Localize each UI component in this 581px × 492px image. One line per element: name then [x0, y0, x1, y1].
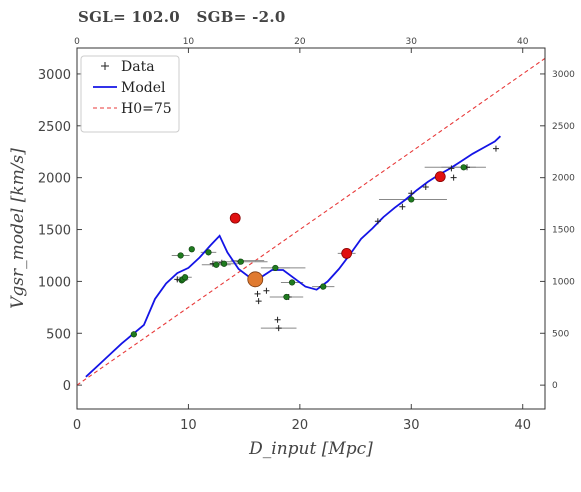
x-tick-label-top: 40 [517, 37, 529, 47]
y-tick-label: 1500 [38, 224, 71, 239]
y-axis-label: Vgsr_model [km/s] [8, 148, 28, 309]
x-tick-label: 20 [292, 418, 309, 433]
legend-model-label: Model [121, 80, 166, 96]
data-point [254, 290, 261, 297]
legend-box [80, 55, 180, 133]
x-tick-label: 0 [73, 418, 81, 433]
y-tick-label-right: 1000 [552, 277, 575, 287]
y-tick-label: 3000 [38, 68, 71, 83]
y-tick-label: 2500 [38, 120, 71, 135]
legend-data-marker [101, 62, 109, 70]
y-tick-label-right: 2000 [552, 174, 575, 184]
y-tick-label: 2000 [38, 172, 71, 187]
y-tick-label-right: 2500 [552, 122, 575, 132]
y-tick-label: 500 [46, 327, 71, 342]
y-tick-label-right: 3000 [552, 70, 575, 80]
y-tick-label-right: 0 [552, 381, 558, 391]
x-tick-label: 40 [514, 418, 531, 433]
data-point [422, 184, 429, 191]
green-point [188, 246, 195, 253]
green-point [213, 261, 220, 268]
green-point [220, 260, 228, 267]
data-point [492, 145, 499, 152]
data-point [399, 203, 406, 210]
y-tick-label-right: 1500 [552, 226, 575, 236]
x-tick-label: 10 [180, 418, 197, 433]
red-point [341, 247, 353, 259]
green-point [130, 331, 137, 338]
legend-data-label: Data [121, 59, 155, 75]
x-tick-label: 30 [403, 418, 420, 433]
green-point [460, 164, 467, 171]
green-point [177, 252, 184, 259]
chart-title: SGL= 102.0 SGB= -2.0 [78, 8, 286, 26]
orange-point [247, 271, 264, 288]
green-point [205, 249, 212, 256]
x-tick-label-top: 0 [74, 37, 80, 47]
y-tick-label: 0 [63, 379, 71, 394]
y-tick-label-right: 500 [552, 329, 569, 339]
green-point [283, 293, 290, 301]
y-tick-label: 1000 [38, 275, 71, 290]
data-point [263, 287, 270, 294]
green-point [237, 258, 244, 265]
x-axis-label: D_input [Mpc] [248, 439, 373, 459]
data-point [255, 298, 262, 305]
green-point [408, 196, 415, 203]
data-point [448, 165, 455, 172]
x-tick-label-top: 30 [406, 37, 418, 47]
green-point [181, 274, 189, 281]
green-point [320, 283, 327, 290]
x-tick-label-top: 10 [183, 37, 195, 47]
plot-frame [76, 47, 546, 410]
data-point [450, 174, 457, 181]
legend-hubble-label: H0=75 [121, 101, 172, 117]
red-point [434, 171, 446, 183]
data-point [374, 218, 381, 225]
green-point [272, 264, 279, 272]
data-point [274, 316, 281, 323]
x-tick-label-top: 20 [294, 37, 306, 47]
red-point [229, 212, 241, 224]
data-point [275, 325, 282, 332]
data-point [408, 190, 415, 197]
green-point [288, 279, 296, 286]
